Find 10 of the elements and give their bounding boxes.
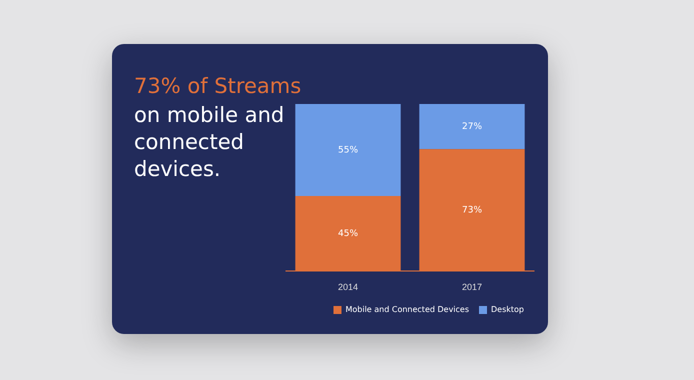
legend-label: Desktop xyxy=(491,305,524,314)
data-label: 45% xyxy=(338,228,358,239)
x-tick-label: 2014 xyxy=(338,282,358,292)
x-tick-label: 2017 xyxy=(462,282,482,292)
data-label: 55% xyxy=(338,145,358,156)
data-label: 73% xyxy=(462,206,482,216)
legend-label: Mobile and Connected Devices xyxy=(345,305,470,314)
data-label: 27% xyxy=(462,122,482,132)
text: on mobile and connected devices. xyxy=(134,102,286,183)
chart-title: 73% of Streams xyxy=(134,74,302,98)
